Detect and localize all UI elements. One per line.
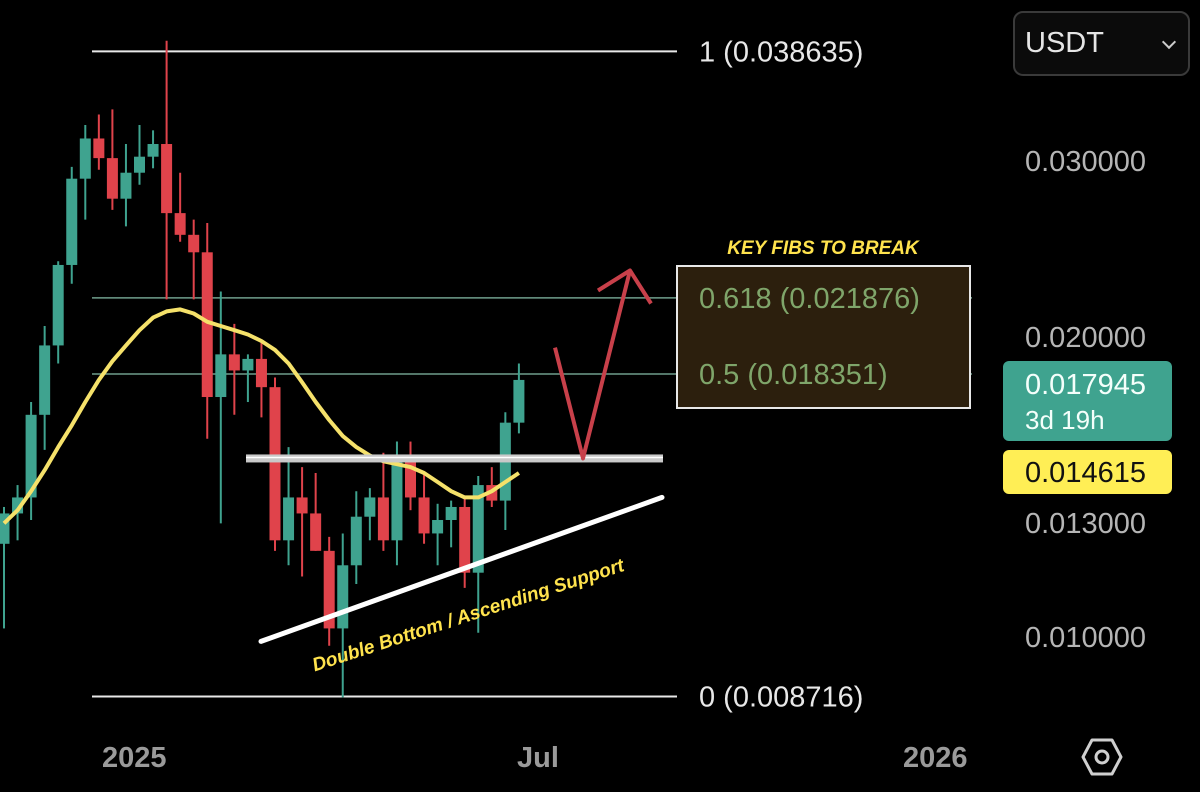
- resistance-band: [246, 454, 663, 463]
- current-price-value: 0.017945: [1025, 369, 1146, 401]
- moving-average-line: [2, 307, 521, 525]
- fib-labels: 1 (0.038635) 0.618 (0.021876) 0.5 (0.01835…: [699, 36, 920, 713]
- time-tick: 2025: [102, 742, 167, 774]
- candle-body: [93, 138, 105, 159]
- currency-select[interactable]: USDT: [1013, 11, 1190, 76]
- candle-body: [0, 513, 10, 544]
- currency-label: USDT: [1025, 27, 1104, 59]
- fib-label: 1 (0.038635): [699, 36, 863, 68]
- candle-body: [174, 213, 186, 235]
- candle-body: [106, 158, 118, 199]
- chevron-down-icon: [1161, 34, 1177, 50]
- current-price-badge: 0.017945 3d 19h: [1003, 361, 1172, 441]
- candle-body: [242, 358, 254, 371]
- candle-body: [120, 172, 132, 199]
- candle-body: [66, 178, 78, 265]
- moving-average-value: 0.014615: [1025, 457, 1146, 489]
- candle-body: [418, 497, 430, 534]
- projection-arrowhead: [596, 268, 653, 305]
- price-tick: 0.030000: [1025, 146, 1146, 178]
- time-tick: Jul: [517, 742, 559, 774]
- candle-body: [215, 354, 227, 398]
- key-fibs-box: [676, 265, 971, 409]
- candle-body: [323, 550, 335, 629]
- candle-body: [391, 458, 403, 541]
- resistance-zone: [246, 454, 663, 463]
- candle-body: [52, 264, 64, 346]
- candle-body: [459, 506, 471, 573]
- chart-settings-button[interactable]: [1080, 737, 1124, 777]
- candle-body: [432, 520, 444, 534]
- projection-arrow: [553, 270, 632, 461]
- candle-body: [445, 506, 457, 521]
- candle-body: [147, 144, 159, 157]
- candle-body: [405, 458, 416, 498]
- key-fibs-annotation: KEY FIBS TO BREAK: [727, 238, 920, 259]
- moving-average-badge: 0.014615: [1003, 450, 1172, 494]
- price-tick: 0.013000: [1025, 508, 1146, 540]
- candle-body: [310, 513, 322, 551]
- candle-body: [161, 144, 173, 214]
- fib-label: 0.5 (0.018351): [699, 359, 888, 391]
- candle-body: [337, 565, 349, 629]
- candle-body: [39, 345, 51, 415]
- price-tick: 0.010000: [1025, 622, 1146, 654]
- candle-body: [134, 156, 145, 173]
- candle-body: [283, 497, 295, 541]
- fib-label: 0.618 (0.021876): [699, 283, 920, 315]
- ascending-support-line: [258, 494, 665, 644]
- candle-body: [296, 497, 308, 514]
- candle-body: [25, 414, 37, 498]
- candle-body: [228, 354, 240, 371]
- fib-label: 0 (0.008716): [699, 682, 863, 714]
- candle-body: [188, 234, 200, 253]
- candle-body: [377, 497, 389, 541]
- candle-body: [269, 387, 281, 541]
- candle-body: [350, 516, 362, 566]
- candlesticks: [0, 40, 525, 698]
- candle-body: [12, 497, 24, 514]
- candle-body: [513, 379, 525, 423]
- settings-hexagon-icon: [1081, 738, 1123, 776]
- candle-countdown: 3d 19h: [1025, 405, 1105, 435]
- time-tick: 2026: [903, 742, 968, 774]
- time-axis[interactable]: 2025 Jul 2026: [102, 742, 968, 774]
- candle-body: [472, 485, 484, 573]
- candle-body: [201, 252, 213, 398]
- candle-body: [364, 497, 376, 517]
- price-axis[interactable]: 0.030000 0.020000 0.013000 0.010000: [1025, 146, 1146, 654]
- candle-body: [255, 358, 267, 388]
- candle-body: [79, 138, 91, 179]
- price-tick: 0.020000: [1025, 322, 1146, 354]
- support-annotation: Double Bottom / Ascending Support: [310, 555, 628, 676]
